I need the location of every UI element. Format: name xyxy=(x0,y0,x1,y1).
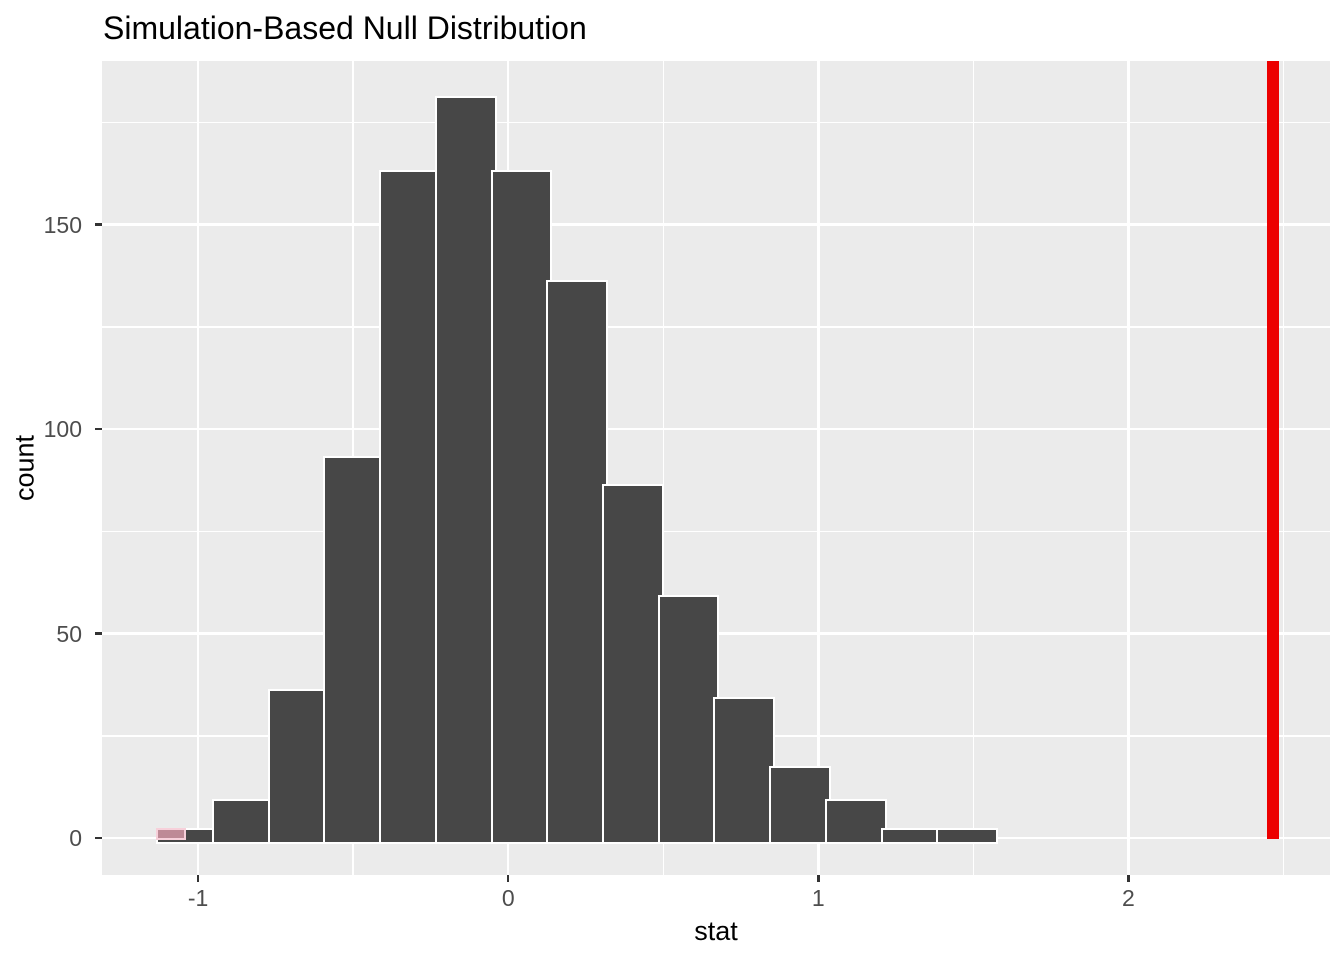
gridline-vertical-minor xyxy=(662,61,665,875)
y-tick-label: 0 xyxy=(69,825,82,851)
y-tick-label: 150 xyxy=(43,211,82,238)
gridline-vertical-minor xyxy=(1282,61,1285,875)
histogram-bar xyxy=(601,484,664,844)
gridline-horizontal-major xyxy=(102,427,1330,431)
histogram-bar xyxy=(434,96,497,844)
gridline-vertical-major xyxy=(817,61,820,875)
histogram-bar xyxy=(323,455,386,844)
y-tick xyxy=(95,223,102,226)
x-tick xyxy=(817,875,820,882)
histogram-bar xyxy=(546,279,608,844)
gridline-horizontal-minor xyxy=(102,530,1330,533)
histogram-bar xyxy=(211,799,274,844)
histogram-bar xyxy=(267,688,330,844)
x-tick-label: 2 xyxy=(1122,885,1135,911)
gridline-horizontal-major xyxy=(102,223,1330,226)
shaded-p-value-bar xyxy=(156,827,187,840)
histogram-bar xyxy=(936,827,999,844)
histogram-bar xyxy=(880,827,943,844)
y-tick-label: 50 xyxy=(56,620,82,647)
histogram-bar xyxy=(824,799,887,844)
histogram-bar xyxy=(657,594,720,844)
plot-title: Simulation-Based Null Distribution xyxy=(103,10,587,46)
x-tick-label: 1 xyxy=(811,885,825,911)
x-tick xyxy=(1127,875,1130,882)
observed-stat-line xyxy=(1266,61,1279,839)
histogram-bar xyxy=(379,169,441,844)
gridline-horizontal-minor xyxy=(102,121,1330,124)
x-tick xyxy=(196,875,200,882)
x-tick xyxy=(506,875,510,882)
y-tick-label: 100 xyxy=(43,416,82,443)
gridline-horizontal-minor xyxy=(102,326,1330,328)
histogram-bar xyxy=(769,766,831,844)
y-tick xyxy=(95,427,102,431)
gridline-vertical-minor xyxy=(972,61,975,875)
y-tick xyxy=(95,632,102,635)
histogram-bar xyxy=(490,169,553,844)
gridline-vertical-major xyxy=(196,61,200,875)
y-axis-title: count xyxy=(9,434,40,502)
x-tick-label: 0 xyxy=(501,885,515,911)
histogram-bar xyxy=(713,696,776,844)
x-tick-label: -1 xyxy=(187,885,209,911)
plot-panel xyxy=(102,61,1330,875)
x-axis-title: stat xyxy=(694,916,738,946)
gridline-vertical-major xyxy=(1127,61,1130,875)
y-tick xyxy=(95,836,102,840)
